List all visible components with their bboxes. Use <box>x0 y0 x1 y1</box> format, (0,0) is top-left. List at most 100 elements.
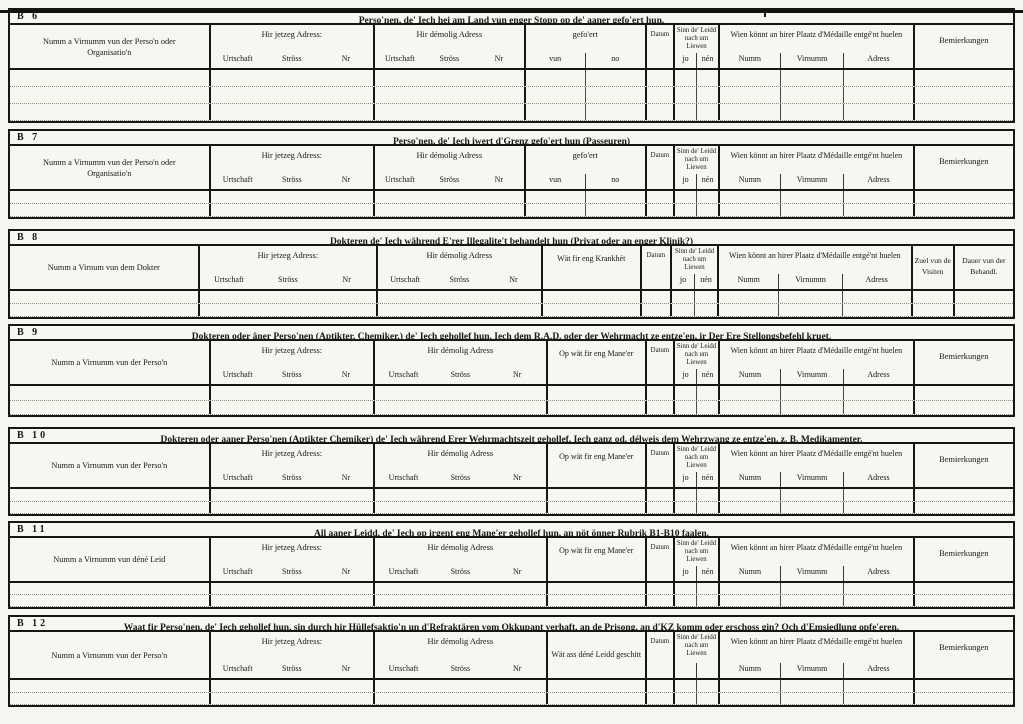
former-address-label: Hir démolig Adress <box>427 543 494 552</box>
adress-label: Adress <box>843 174 912 189</box>
section-title-row: B 10 Dokteren oder aaner Perso'nen (Apti… <box>10 429 1013 445</box>
date-label: Datum <box>650 152 670 159</box>
column-divider <box>779 692 844 704</box>
section-id: B 8 <box>17 232 41 243</box>
illness-label: Wät fir eng Krankhét <box>557 254 626 263</box>
column-divider <box>675 680 696 692</box>
col-remarks-header: Bemierkungen <box>912 538 1013 581</box>
no-cell <box>696 663 718 678</box>
former-address-label: Hir démolig Adress <box>427 637 494 646</box>
no-label: nén <box>696 174 718 189</box>
column-divider <box>779 595 844 606</box>
column-divider <box>779 87 844 103</box>
entry-row <box>10 87 1013 104</box>
column-header-row: Numm a Virnumm vun der Perso'n Hir jetze… <box>10 632 1013 680</box>
former-address-label: Hir démolig Adress <box>416 151 483 160</box>
no-label: nén <box>696 369 718 384</box>
column-divider <box>696 501 718 513</box>
section-title: Dokteren de' Iech während E'rer Illegali… <box>329 237 694 247</box>
column-divider <box>694 304 717 316</box>
urtschaft-label: Urtschaft <box>222 54 253 63</box>
nr-label: Nr <box>512 370 522 379</box>
entry-row <box>10 291 1013 304</box>
yes-label: jo <box>682 473 689 482</box>
column-divider <box>584 87 645 103</box>
virnumm-label: Virnumm <box>779 566 844 581</box>
column-divider <box>843 87 912 103</box>
urtschaft-label: Urtschaft <box>222 370 253 379</box>
current-address-label: Hir jetzeg Adress: <box>261 346 323 355</box>
current-address-label: Hir jetzeg Adress: <box>257 251 319 260</box>
column-divider <box>720 489 780 501</box>
col-transported-header: gefo'ert vun no <box>523 146 645 189</box>
col-former-address-header: Hir démolig Adress Urtschaft Ströss Nr <box>373 25 523 68</box>
column-divider <box>672 304 694 316</box>
entry-row <box>10 400 1013 415</box>
transported-label: gefo'ert <box>572 30 598 39</box>
col-alive-header: Sinn de' Leidd nach um Liewen <box>672 632 718 678</box>
column-divider <box>675 693 696 705</box>
entry-row <box>10 70 1013 87</box>
column-divider <box>720 191 780 203</box>
col-manner-header: Op wät fir eng Mane'er <box>545 341 645 384</box>
urtschaft-label: Urtschaft <box>388 473 419 482</box>
section-title: Waat fir Perso'nen, de' Iech gehollef hu… <box>123 623 900 633</box>
virnumm-label: Virnumm <box>779 663 844 678</box>
nr-label: Nr <box>512 664 522 673</box>
virnumm-label: Virnumm <box>778 274 841 289</box>
current-address-label: Hir jetzeg Adress: <box>261 151 323 160</box>
numm-label: Numm <box>738 54 762 63</box>
column-divider <box>696 583 718 594</box>
col-date-header: Datum <box>644 341 673 384</box>
col-medal-recipient-header: Wien könnt an hirer Plaatz d'Médaille en… <box>718 632 913 678</box>
stross-label: Ströss <box>439 175 460 184</box>
date-label: Datum <box>650 31 670 38</box>
numm-label: Numm <box>738 664 762 673</box>
page-top-tick <box>764 8 766 17</box>
numm-label: Numm <box>738 567 762 576</box>
column-divider <box>696 489 718 501</box>
column-divider <box>696 386 718 400</box>
section-id: B 7 <box>17 132 41 143</box>
col-name-header: Numm a Virnumm vun der Perso'n oder Orga… <box>10 25 209 68</box>
column-divider <box>843 400 912 414</box>
entry-row <box>10 692 1013 705</box>
column-divider <box>720 70 780 86</box>
alive-label: Sinn de' Leidd nach um Liewen <box>676 540 717 564</box>
column-divider <box>696 595 718 606</box>
col-date-header: Datum <box>644 538 673 581</box>
nr-label: Nr <box>341 175 351 184</box>
stross-label: Ströss <box>282 370 302 379</box>
entry-row <box>10 501 1013 514</box>
urtschaft-label: Urtschaft <box>214 275 244 284</box>
date-label: Datum <box>646 252 666 259</box>
col-name-label: Numm a Virnum vun dem Dokter <box>47 263 160 273</box>
medal-recipient-label: Wien könnt an hirer Plaatz d'Médaille en… <box>729 251 901 260</box>
column-divider <box>675 191 696 203</box>
col-name-label: Numm a Virnumm vun der Perso'n <box>51 358 168 368</box>
column-divider <box>843 191 912 203</box>
former-address-label: Hir démolig Adress <box>427 449 494 458</box>
col-medal-recipient-header: Wien könnt an hirer Plaatz d'Médaille en… <box>718 146 913 189</box>
medal-recipient-label: Wien könnt an hirer Plaatz d'Médaille en… <box>730 30 903 39</box>
no-label: nén <box>696 566 718 581</box>
stross-label: Ströss <box>450 473 471 482</box>
yes-label: jo <box>679 275 687 284</box>
adress-label: Adress <box>841 274 911 289</box>
urtschaft-label: Urtschaft <box>388 664 419 673</box>
col-name-label: Numm a Virnumm vun der Perso'n oder Orga… <box>42 37 176 57</box>
date-label: Datum <box>650 347 670 354</box>
form-section-b9: B 9 Dokteren oder âner Perso'nen (Aptikt… <box>8 324 1015 417</box>
adress-label: Adress <box>843 566 912 581</box>
stross-label: Ströss <box>450 370 471 379</box>
stross-label: Ströss <box>449 275 470 284</box>
entry-row <box>10 191 1013 204</box>
section-id: B 11 <box>17 524 48 535</box>
section-title: Dokteren oder âner Perso'nen (Aptikter, … <box>191 332 832 342</box>
numm-label: Numm <box>737 275 760 284</box>
from-label: vun <box>549 175 562 184</box>
urtschaft-label: Urtschaft <box>222 473 253 482</box>
column-divider <box>779 191 844 203</box>
section-id: B 12 <box>17 618 49 629</box>
column-divider <box>675 70 696 86</box>
